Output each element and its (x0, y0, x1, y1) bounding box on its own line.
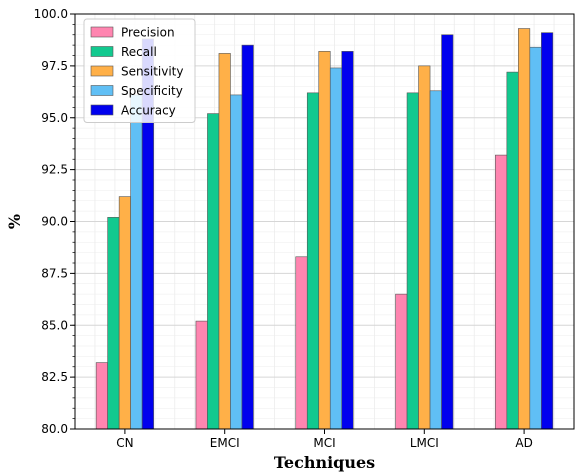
bar-specificity-cn (130, 94, 143, 430)
bar-sensitivity-emci (218, 53, 231, 430)
bar-precision-cn (95, 362, 108, 430)
bar-sensitivity-lmci (418, 65, 431, 430)
x-tick-label: EMCI (210, 436, 240, 450)
legend-swatch-specificity (90, 85, 114, 96)
legend-label-specificity: Specificity (121, 84, 183, 98)
bar-specificity-lmci (429, 90, 442, 430)
legend-swatch-accuracy (90, 104, 114, 116)
legend-label-accuracy: Accuracy (121, 104, 176, 118)
bar-precision-lmci (395, 293, 408, 430)
bar-recall-ad (506, 71, 519, 430)
y-tick-label: 90.0 (41, 215, 68, 229)
y-tick-label: 92.5 (41, 163, 68, 177)
bar-recall-mci (306, 92, 320, 430)
x-tick-label: AD (515, 436, 532, 450)
axis-ticks: 80.0 82.5 85.0 87.5 90.0 92.5 95.0 97.5 100.0 CN E… (34, 7, 533, 450)
bar-precision-emci (195, 320, 208, 430)
legend-label-sensitivity: Sensitivity (121, 65, 183, 79)
y-axis-title: % (5, 214, 24, 229)
bar-recall-cn (107, 217, 120, 430)
legend-swatch-sensitivity (90, 65, 114, 77)
bar-precision-mci (295, 256, 308, 430)
bar-recall-emci (207, 113, 220, 430)
bar-accuracy-ad (541, 32, 554, 430)
legend: Precision Recall Sensitivity Specificity Acc… (83, 18, 196, 123)
y-tick-label: 95.0 (41, 111, 68, 125)
bars (95, 28, 554, 430)
bar-specificity-emci (230, 94, 243, 430)
y-tick-label: 87.5 (41, 266, 68, 280)
x-tick-label: CN (116, 436, 133, 450)
y-tick-label: 100.0 (34, 7, 68, 21)
bar-sensitivity-ad (518, 28, 531, 430)
y-tick-label: 97.5 (41, 59, 68, 73)
x-axis-title: Techniques (274, 453, 375, 472)
legend-label-recall: Recall (121, 45, 157, 59)
x-tick-label: MCI (313, 436, 335, 450)
bar-accuracy-lmci (441, 34, 454, 430)
bar-precision-ad (495, 154, 508, 430)
bar-specificity-mci (329, 67, 343, 430)
legend-swatch-precision (90, 26, 114, 38)
bar-accuracy-mci (341, 51, 354, 430)
bar-specificity-ad (529, 46, 542, 430)
x-tick-label: LMCI (410, 436, 439, 450)
y-tick-label: 82.5 (41, 370, 68, 384)
legend-label-precision: Precision (121, 26, 175, 40)
bar-accuracy-emci (241, 44, 254, 430)
legend-box (83, 18, 196, 123)
y-tick-label: 80.0 (41, 422, 68, 436)
bar-sensitivity-cn (118, 196, 131, 430)
bar-recall-lmci (406, 92, 419, 430)
y-tick-label: 85.0 (41, 318, 68, 332)
legend-swatch-recall (90, 46, 114, 57)
bar-sensitivity-mci (318, 51, 331, 430)
